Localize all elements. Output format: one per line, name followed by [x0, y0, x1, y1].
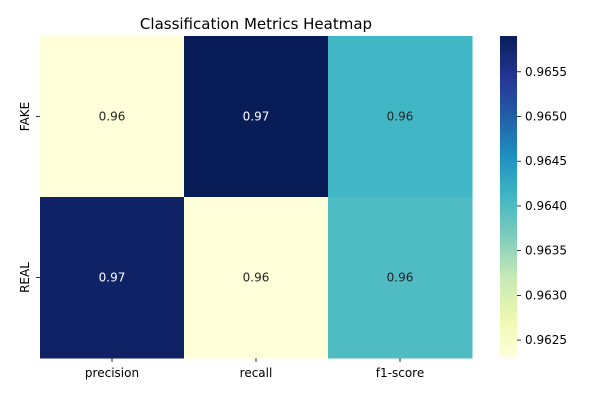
chart-title: Classification Metrics Heatmap — [140, 15, 372, 33]
colorbar-tick-label: 0.9655 — [525, 65, 567, 79]
x-tick-label: recall — [240, 366, 273, 380]
cell-annotation: 0.96 — [243, 271, 270, 285]
heatmap-cell-fake-f1-score — [328, 36, 473, 198]
cell-annotation: 0.96 — [387, 110, 414, 124]
heatmap-cell-fake-precision — [40, 36, 185, 198]
cell-annotation: 0.97 — [243, 110, 270, 124]
heatmap-cell-real-f1-score — [328, 197, 473, 359]
colorbar-tick-label: 0.9630 — [525, 288, 567, 302]
colorbar-tick-label: 0.9625 — [525, 333, 567, 347]
y-tick-label: REAL — [18, 262, 32, 293]
cell-annotation: 0.96 — [387, 271, 414, 285]
y-axis: FAKE REAL — [18, 102, 40, 293]
cell-annotation: 0.96 — [99, 110, 126, 124]
colorbar-tick-label: 0.9635 — [525, 244, 567, 258]
y-tick-label: FAKE — [18, 102, 32, 131]
x-tick-label: f1-score — [376, 366, 424, 380]
colorbar-tick-label: 0.9640 — [525, 199, 567, 213]
x-axis: precision recall f1-score — [85, 358, 424, 380]
cell-annotation: 0.97 — [99, 271, 126, 285]
heatmap-cell-fake-recall — [184, 36, 329, 198]
colorbar-ticks: 0.9625 0.9630 0.9635 0.9640 0.9645 0.9650 0.96… — [517, 65, 567, 347]
heatmap-cells: 0.96 0.97 0.96 0.97 0.96 0.96 — [40, 36, 473, 359]
colorbar — [500, 36, 517, 358]
heatmap-cell-real-recall — [184, 197, 329, 359]
x-tick-label: precision — [85, 366, 139, 380]
colorbar-tick-label: 0.9645 — [525, 154, 567, 168]
heatmap-cell-real-precision — [40, 197, 185, 359]
colorbar-tick-label: 0.9650 — [525, 110, 567, 124]
